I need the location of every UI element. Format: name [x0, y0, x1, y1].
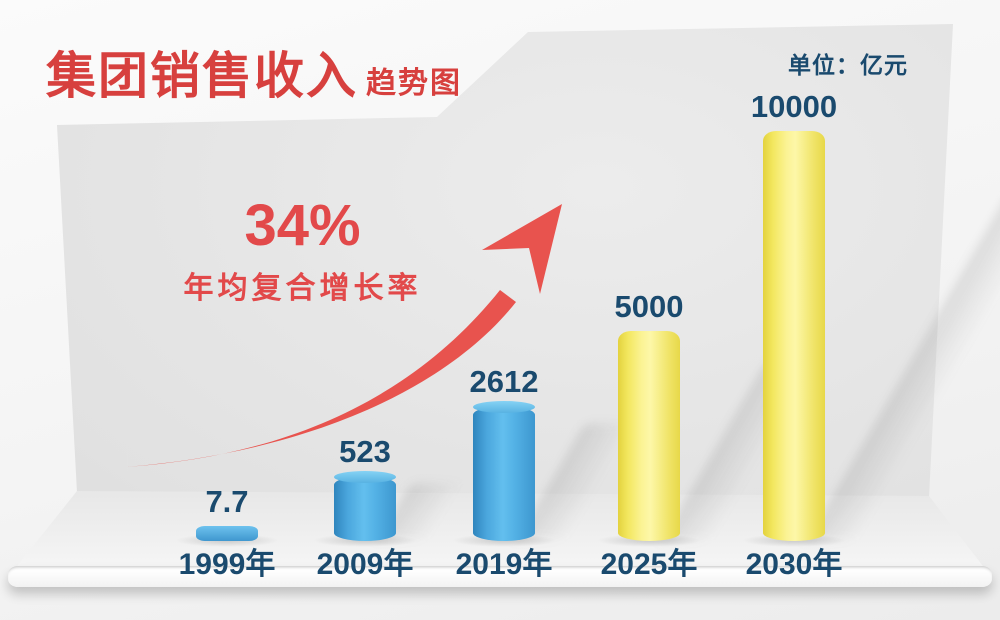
bar-category-label: 2025年 — [600, 548, 698, 581]
bar-cylinder — [196, 526, 258, 541]
bar-value-label: 523 — [339, 434, 391, 469]
platform-front-edge — [8, 566, 992, 587]
bar-cylinder — [334, 471, 396, 541]
growth-rate-caption: 年均复合增长率 — [183, 272, 422, 305]
bar-value-label: 5000 — [614, 289, 684, 324]
bar-cylinder — [618, 331, 680, 541]
bar-value-label: 10000 — [750, 89, 838, 124]
bar-category-label: 1999年 — [178, 548, 276, 581]
bar-category-label: 2009年 — [316, 548, 414, 581]
growth-annotation: 34% 年均复合增长率 — [160, 192, 445, 307]
bar-value-label: 2612 — [469, 364, 539, 399]
bar-value-label: 7.7 — [205, 484, 249, 519]
unit-label: 单位：亿元 — [788, 52, 908, 78]
page-title-main: 集团销售收入 — [46, 48, 358, 104]
bar-category-label: 2019年 — [455, 548, 553, 581]
growth-rate-value: 34% — [244, 193, 361, 258]
bar-category-label: 2030年 — [745, 548, 843, 581]
page-title: 集团销售收入 趋势图 — [46, 36, 462, 108]
page-title-suffix: 趋势图 — [366, 67, 462, 100]
bar-cylinder — [763, 131, 825, 541]
bar-cast-shadow — [808, 190, 1000, 539]
bar-cylinder — [473, 401, 535, 541]
